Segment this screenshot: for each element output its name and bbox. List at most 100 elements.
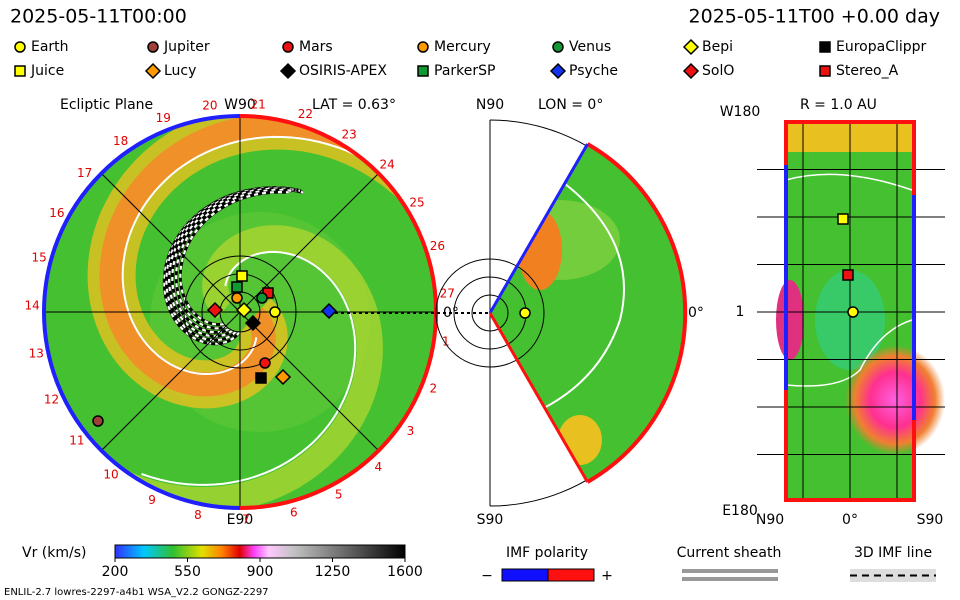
- sheath-line: [682, 577, 778, 581]
- axis-bottom: E90: [227, 512, 254, 528]
- legend-marker: [282, 41, 294, 53]
- rim-label: 14: [24, 298, 39, 312]
- body-marker: [519, 307, 531, 319]
- ring: [471, 294, 509, 332]
- colorbar-tick-label: 1600: [387, 564, 423, 580]
- wedge-rim: [586, 142, 688, 484]
- body-marker: [320, 302, 338, 320]
- imf-pos: [547, 568, 595, 582]
- rim-label: 12: [44, 392, 59, 406]
- rim-label: 7: [242, 512, 250, 526]
- legend-marker: [147, 41, 159, 53]
- rim-label: 24: [379, 157, 394, 171]
- footer: ENLIL-2.7 lowres-2297-a4b1 WSA_V2.2 GONG…: [4, 587, 269, 598]
- field-hot: [518, 210, 562, 290]
- body-marker: [259, 357, 271, 369]
- rim-label: 1: [442, 335, 450, 349]
- axis-mid: 1: [736, 304, 745, 320]
- body-marker: [231, 281, 243, 293]
- speed-arm: [99, 116, 436, 397]
- legend-label: Mercury: [434, 39, 491, 55]
- legend-marker: [144, 62, 162, 80]
- imf-plus: +: [601, 568, 613, 584]
- rim-label: 6: [290, 505, 298, 519]
- rim-label: 9: [148, 493, 156, 507]
- wedge-edge: [488, 312, 589, 483]
- rim-label: 5: [335, 488, 343, 502]
- legend-label: Earth: [31, 39, 69, 55]
- sheath-line: [121, 135, 400, 375]
- rim-label: 16: [49, 206, 64, 220]
- body-marker: [255, 372, 267, 384]
- sheath-line: [682, 569, 778, 573]
- legend-label: EuropaClippr: [836, 39, 927, 55]
- legend-label: Lucy: [164, 63, 196, 79]
- legend-marker: [417, 41, 429, 53]
- wedge-field: [490, 144, 686, 482]
- legend-label: ParkerSP: [434, 63, 495, 79]
- imf-line: [163, 187, 304, 345]
- legend-label: OSIRIS-APEX: [299, 63, 387, 79]
- legend-marker: [819, 65, 831, 77]
- body-marker: [92, 415, 104, 427]
- body-marker: [842, 269, 854, 281]
- legend-label: SolO: [702, 63, 734, 79]
- colorbar-tick-label: 550: [174, 564, 201, 580]
- legend-label: Juice: [30, 63, 64, 79]
- ring: [435, 258, 545, 368]
- rim-blue: [42, 114, 241, 510]
- imf-line: [179, 191, 289, 326]
- body-marker: [231, 292, 243, 304]
- legend-marker: [682, 38, 700, 56]
- legend-label: Jupiter: [163, 39, 210, 55]
- legend-label: Mars: [299, 39, 333, 55]
- body-marker: [269, 306, 281, 318]
- legend-label: Psyche: [569, 63, 618, 79]
- imf-line: [171, 187, 296, 334]
- wedge-edge: [488, 143, 589, 314]
- axis-bottom: S90: [477, 512, 504, 528]
- legend-marker: [14, 41, 26, 53]
- field-blob: [776, 280, 804, 360]
- colorbar-tick-label: 200: [102, 564, 129, 580]
- rim-label: 23: [342, 127, 357, 141]
- body-marker: [206, 301, 224, 319]
- legend-marker: [682, 62, 700, 80]
- body-marker: [244, 314, 262, 332]
- body-marker: [274, 368, 292, 386]
- rim-label: 17: [77, 166, 92, 180]
- x-mid: 0°: [842, 512, 858, 528]
- rim-label: 26: [430, 239, 445, 253]
- colorbar: [114, 544, 406, 559]
- speed-arm: [88, 225, 383, 508]
- rim-label: 8: [194, 508, 202, 522]
- legend-marker: [279, 62, 297, 80]
- axis-right: 0°: [688, 305, 704, 321]
- imf-label: IMF polarity: [506, 545, 588, 561]
- rim-label: 22: [298, 107, 313, 121]
- body-marker: [847, 306, 859, 318]
- ring: [183, 255, 297, 369]
- rim-label: 18: [113, 134, 128, 148]
- rim-label: 13: [29, 347, 44, 361]
- rim-label: 20: [202, 99, 217, 113]
- rim-label: 10: [103, 468, 118, 482]
- legend-marker: [14, 65, 26, 77]
- body-marker: [256, 292, 268, 304]
- body-marker: [236, 270, 248, 282]
- axis-bottom: E180: [722, 503, 758, 519]
- field-blob: [845, 345, 945, 455]
- rim-label: 27: [440, 286, 455, 300]
- sheath-label: Current sheath: [677, 545, 782, 561]
- colorbar-tick-label: 900: [247, 564, 274, 580]
- legend-marker: [819, 41, 831, 53]
- rim-label: 4: [374, 460, 382, 474]
- lat-label: LAT = 0.63°: [312, 97, 396, 113]
- time-right: 2025-05-11T00 +0.00 day: [689, 6, 940, 28]
- x-left: N90: [756, 512, 784, 528]
- colorbar-tick-label: 1250: [315, 564, 351, 580]
- legend-label: Bepi: [702, 39, 733, 55]
- body-marker: [235, 301, 253, 319]
- time-left: 2025-05-11T00:00: [10, 6, 187, 28]
